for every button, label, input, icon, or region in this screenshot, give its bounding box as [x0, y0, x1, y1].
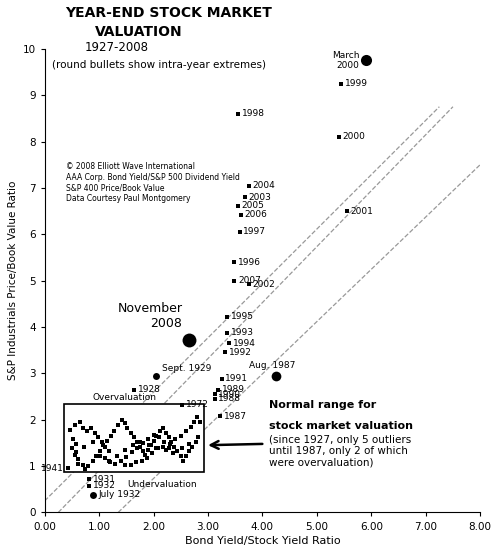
- Text: 2000: 2000: [342, 132, 365, 141]
- Text: 1995: 1995: [231, 312, 254, 321]
- Text: 2005: 2005: [242, 201, 264, 210]
- Text: Normal range for: Normal range for: [269, 401, 376, 411]
- Text: 1997: 1997: [244, 228, 266, 237]
- Text: Sept. 1929: Sept. 1929: [162, 365, 211, 373]
- Text: March
2000: March 2000: [332, 50, 359, 70]
- Text: Overvaluation: Overvaluation: [92, 393, 156, 402]
- Text: stock market valuation: stock market valuation: [269, 420, 413, 430]
- Text: 1972: 1972: [186, 401, 208, 409]
- Text: 1928: 1928: [138, 385, 161, 394]
- Text: 1990: 1990: [218, 389, 242, 399]
- Text: 1992: 1992: [229, 348, 252, 357]
- Text: 2003: 2003: [249, 193, 272, 202]
- Text: 1996: 1996: [238, 258, 261, 266]
- Text: (round bullets show intra-year extremes): (round bullets show intra-year extremes): [52, 60, 266, 70]
- Text: VALUATION: VALUATION: [96, 24, 183, 39]
- Text: Aug. 1987: Aug. 1987: [249, 361, 295, 370]
- Text: 1988: 1988: [218, 394, 242, 403]
- Text: 2004: 2004: [252, 181, 276, 190]
- Text: July 1932: July 1932: [98, 490, 140, 499]
- Text: 1927-2008: 1927-2008: [84, 42, 148, 54]
- X-axis label: Bond Yield/Stock Yield Ratio: Bond Yield/Stock Yield Ratio: [184, 536, 340, 546]
- Text: 1989: 1989: [222, 385, 244, 394]
- Y-axis label: S&P Industrials Price/Book Value Ratio: S&P Industrials Price/Book Value Ratio: [8, 181, 18, 380]
- Text: 1931: 1931: [93, 475, 116, 484]
- Text: Undervaluation: Undervaluation: [128, 480, 197, 489]
- Text: 1993: 1993: [231, 328, 254, 337]
- Text: 2006: 2006: [244, 211, 268, 219]
- Text: 1941: 1941: [41, 464, 64, 473]
- Text: 1987: 1987: [224, 412, 247, 420]
- Text: © 2008 Elliott Wave International
AAA Corp. Bond Yield/S&P 500 Dividend Yield
S&: © 2008 Elliott Wave International AAA Co…: [66, 162, 240, 203]
- Text: 1991: 1991: [226, 375, 248, 383]
- Text: (since 1927, only 5 outliers
until 1987, only 2 of which
were overvaluation): (since 1927, only 5 outliers until 1987,…: [269, 434, 411, 468]
- Text: 2001: 2001: [350, 207, 374, 216]
- Text: YEAR-END STOCK MARKET: YEAR-END STOCK MARKET: [66, 6, 272, 20]
- Bar: [64, 403, 204, 472]
- Text: 2007: 2007: [238, 276, 261, 285]
- Text: 1998: 1998: [242, 109, 264, 118]
- Text: 1932: 1932: [93, 481, 116, 490]
- Text: 1999: 1999: [345, 79, 368, 88]
- Text: 2002: 2002: [252, 280, 276, 289]
- Text: 1994: 1994: [232, 338, 256, 348]
- Text: November
2008: November 2008: [118, 302, 182, 330]
